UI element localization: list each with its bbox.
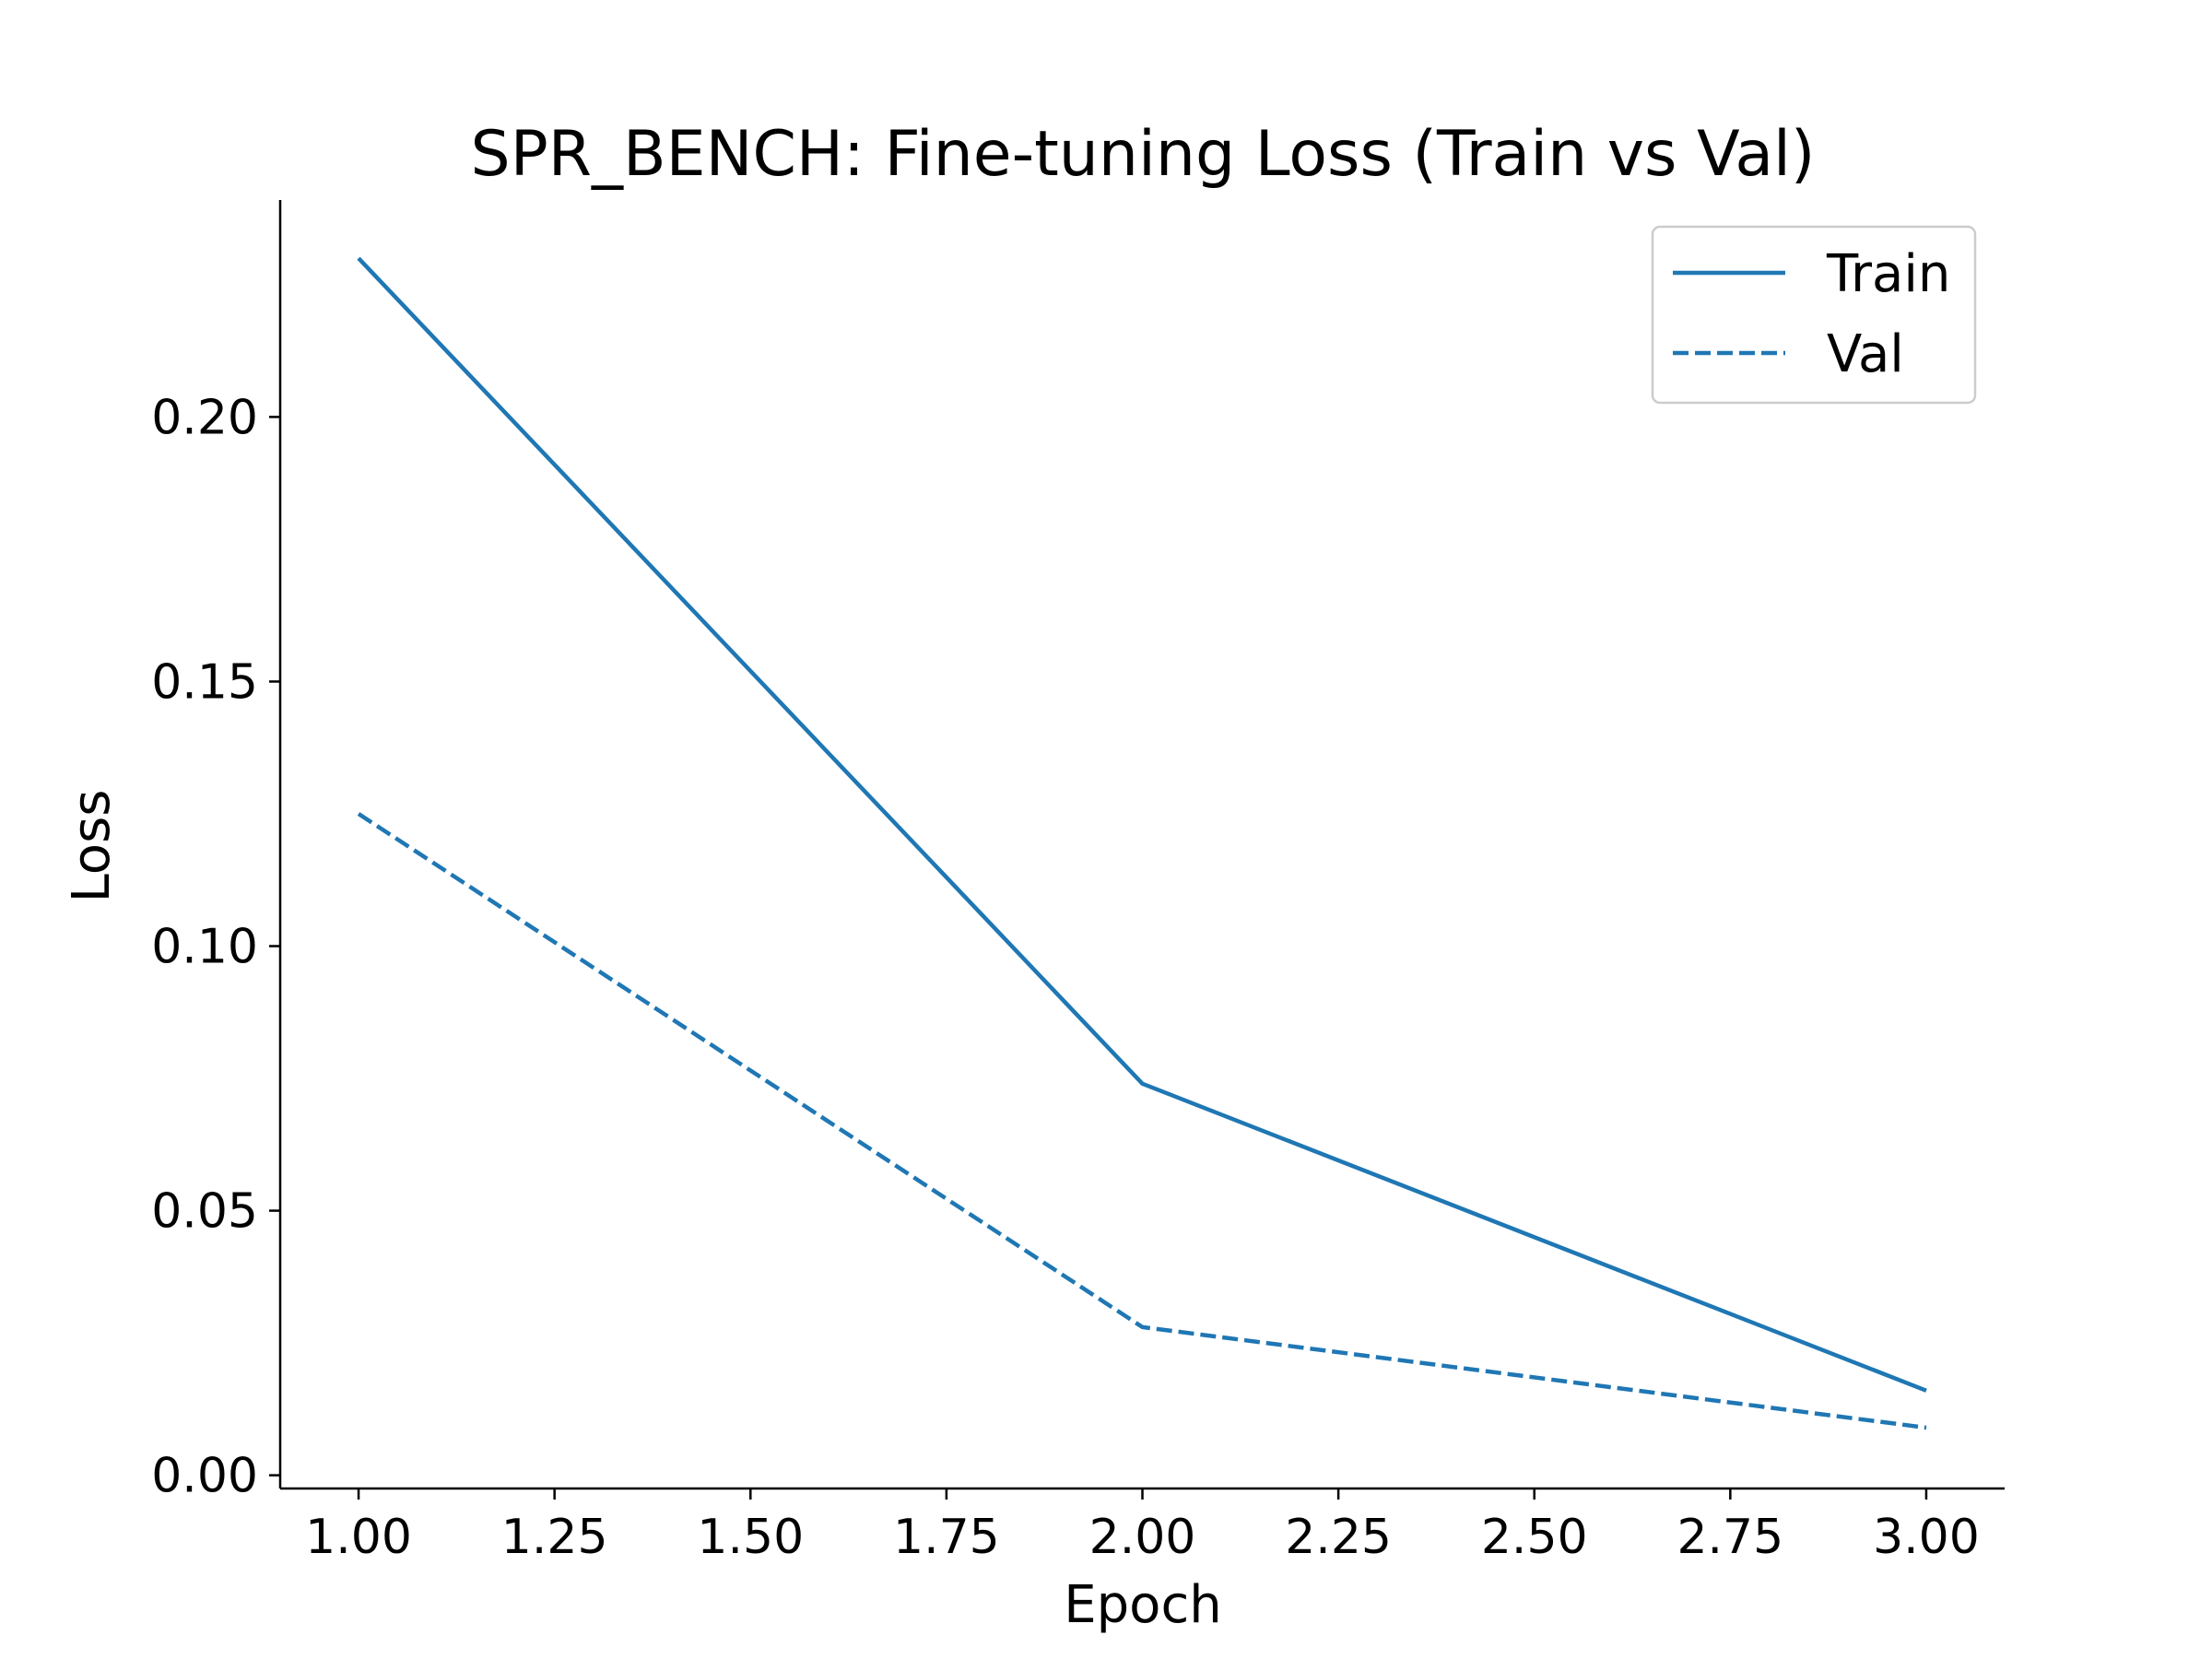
x-tick-label: 1.25 bbox=[501, 1510, 608, 1565]
x-tick-label: 2.50 bbox=[1481, 1510, 1588, 1565]
y-tick-label: 0.20 bbox=[151, 390, 258, 445]
y-tick-label: 0.15 bbox=[151, 654, 258, 710]
chart-title: SPR_BENCH: Fine-tuning Loss (Train vs Va… bbox=[471, 118, 1816, 191]
legend: Train Val bbox=[1651, 225, 1977, 405]
x-axis-label: Epoch bbox=[1064, 1575, 1221, 1635]
legend-label-train: Train bbox=[1826, 244, 1950, 304]
series-line-val bbox=[357, 812, 1927, 1430]
axis-ticks: 1.00 1.25 1.50 1.75 2.00 2.25 2.50 2.75 3.00 0.00… bbox=[151, 390, 1980, 1565]
y-tick-label: 0.10 bbox=[151, 920, 258, 975]
x-tick-label: 1.75 bbox=[893, 1510, 1000, 1565]
x-tick-label: 3.00 bbox=[1873, 1510, 1980, 1565]
series-line-train bbox=[357, 256, 1927, 1393]
plot-area bbox=[357, 256, 1927, 1430]
x-tick-label: 2.75 bbox=[1677, 1510, 1783, 1565]
x-tick-label: 2.25 bbox=[1285, 1510, 1392, 1565]
x-tick-label: 1.50 bbox=[697, 1510, 804, 1565]
y-axis-label: Loss bbox=[62, 790, 122, 903]
y-tick-label: 0.05 bbox=[151, 1184, 258, 1240]
x-tick-label: 2.00 bbox=[1089, 1510, 1196, 1565]
y-tick-label: 0.00 bbox=[151, 1449, 258, 1504]
legend-label-val: Val bbox=[1827, 324, 1904, 384]
x-tick-label: 1.00 bbox=[305, 1510, 412, 1565]
